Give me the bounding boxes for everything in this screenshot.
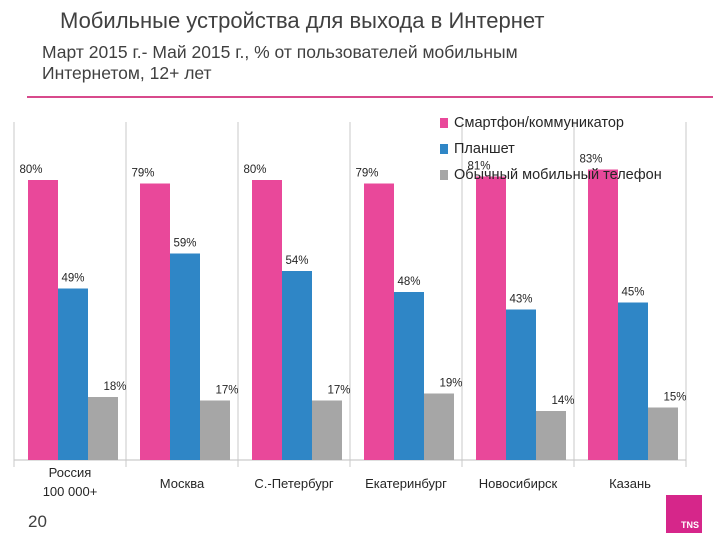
- bar-tablet: [58, 288, 88, 460]
- bar-smartphone: [252, 180, 282, 460]
- bar-tablet: [282, 271, 312, 460]
- bar-phone: [424, 393, 454, 460]
- category-label: 100 000+: [43, 484, 98, 499]
- data-label: 48%: [397, 276, 420, 288]
- data-label: 79%: [355, 168, 378, 180]
- category-label: Екатеринбург: [365, 476, 447, 491]
- title-divider: [27, 96, 713, 98]
- legend-label-smartphone: Смартфон/коммуникатор: [454, 115, 624, 131]
- page-subtitle: Март 2015 г.- Май 2015 г., % от пользова…: [42, 42, 642, 84]
- data-label: 79%: [131, 168, 154, 180]
- bar-smartphone: [588, 169, 618, 460]
- logo-text: TNS: [681, 520, 699, 530]
- data-label: 80%: [243, 164, 266, 176]
- bar-phone: [312, 400, 342, 460]
- bar-tablet: [394, 292, 424, 460]
- category-label: Новосибирск: [479, 476, 558, 491]
- subtitle-line-1: Март 2015 г.- Май 2015 г., % от пользова…: [42, 42, 518, 62]
- data-label: 14%: [551, 395, 574, 407]
- subtitle-line-2: Интернетом, 12+ лет: [42, 63, 212, 83]
- tns-logo: TNS: [666, 495, 702, 533]
- data-label: 18%: [103, 381, 126, 393]
- category-label: С.-Петербург: [254, 476, 333, 491]
- bar-phone: [200, 400, 230, 460]
- data-label: 17%: [327, 385, 350, 397]
- data-label: 19%: [439, 378, 462, 390]
- bar-phone: [536, 411, 566, 460]
- legend-swatch-phone: [440, 170, 448, 180]
- bar-phone: [648, 407, 678, 460]
- data-label: 54%: [285, 255, 308, 267]
- bar-tablet: [506, 309, 536, 460]
- bar-tablet: [618, 302, 648, 460]
- legend-item-smartphone: Смартфон/коммуникатор: [440, 110, 662, 136]
- data-label: 45%: [621, 287, 644, 299]
- legend-swatch-tablet: [440, 144, 448, 154]
- bar-phone: [88, 397, 118, 460]
- data-label: 43%: [509, 294, 532, 306]
- data-label: 17%: [215, 385, 238, 397]
- legend-item-tablet: Планшет: [440, 136, 662, 162]
- bar-smartphone: [476, 176, 506, 460]
- bar-tablet: [170, 253, 200, 460]
- page-number: 20: [28, 512, 47, 531]
- bar-smartphone: [140, 183, 170, 460]
- bar-smartphone: [364, 183, 394, 460]
- data-label: 80%: [19, 164, 42, 176]
- legend-swatch-smartphone: [440, 118, 448, 128]
- data-label: 49%: [61, 273, 84, 285]
- legend-item-phone: Обычный мобильный телефон: [440, 162, 662, 188]
- chart-legend: Смартфон/коммуникатор Планшет Обычный мо…: [440, 110, 662, 188]
- page-title: Мобильные устройства для выхода в Интерн…: [60, 8, 545, 33]
- category-label: Россия: [49, 465, 92, 480]
- data-label: 15%: [663, 392, 686, 404]
- data-label: 81%: [467, 161, 490, 173]
- data-label: 59%: [173, 238, 196, 250]
- legend-label-phone: Обычный мобильный телефон: [454, 167, 662, 183]
- bar-smartphone: [28, 180, 58, 460]
- legend-label-tablet: Планшет: [454, 141, 515, 157]
- category-label: Москва: [160, 476, 205, 491]
- data-label: 83%: [579, 154, 602, 166]
- category-label: Казань: [609, 476, 651, 491]
